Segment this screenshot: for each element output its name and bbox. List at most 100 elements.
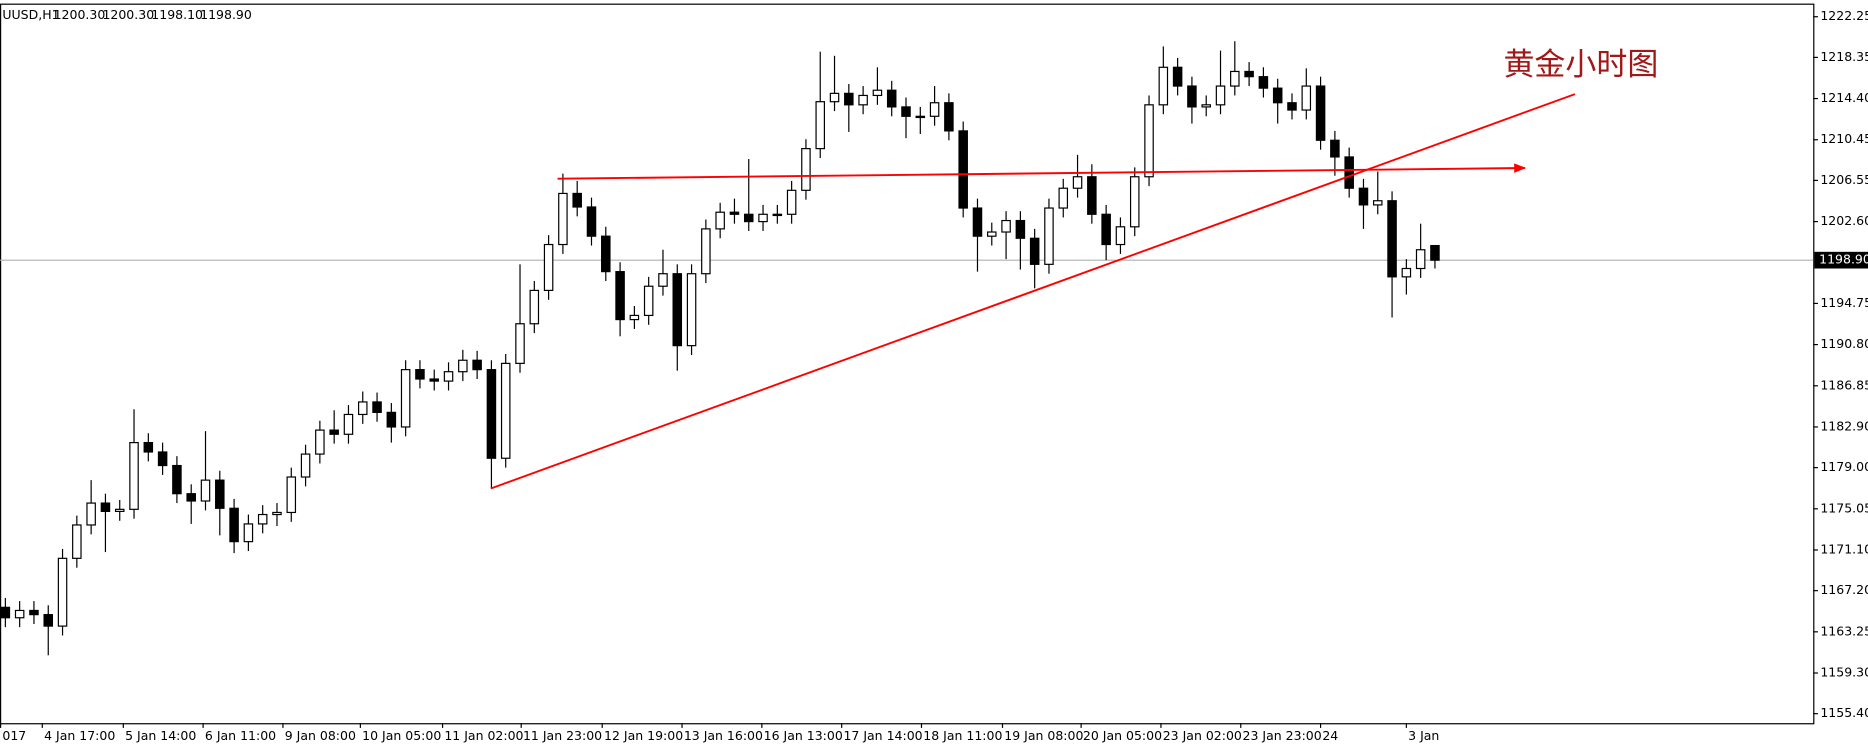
x-tick-label: 17 Jan 14:00 [843,728,922,743]
candle-body [1344,156,1354,189]
candle-body [443,371,454,382]
candle-body [1401,267,1412,278]
y-tick-label: 1179.00 [1820,459,1868,474]
candle-body [1001,219,1011,233]
candle-body [1101,213,1111,246]
candle-body [1115,226,1126,246]
candle-body [929,102,940,117]
candle-body [157,451,168,467]
candle-body [1044,207,1054,265]
y-tick-label: 1155.40 [1820,705,1868,720]
candle-body [686,273,697,347]
candle-body [615,271,625,321]
y-tick-label: 1194.75 [1820,295,1868,310]
symbol: UUSD,H1 [2,7,59,22]
candle-body [815,101,825,150]
candle-body [329,429,339,435]
candle-body [257,513,268,525]
candle-body [715,211,725,230]
candle-body [586,206,597,237]
candle-body [1187,85,1197,108]
candle-body [486,369,497,459]
y-tick-label: 1175.05 [1820,500,1868,515]
y-tick-label: 1210.45 [1820,131,1868,146]
candle-body [672,273,683,347]
candle-body [844,92,854,106]
x-tick-label: 16 Jan 13:00 [764,728,843,743]
candle-body [1387,200,1397,278]
candle-body [472,359,482,371]
x-tick-label: 18 Jan 11:00 [923,728,1002,743]
candle-body [415,369,425,380]
candle-body [100,502,111,513]
x-tick-label: 19 Jan 08:00 [1004,728,1083,743]
x-tick-label: 12 Jan 19:00 [604,728,683,743]
candle-body [701,228,711,275]
candle-body [286,476,297,514]
candle-body [1258,76,1269,89]
x-tick-label: 3 Jan [1408,728,1439,743]
candle-body [872,89,883,97]
candle-body [1244,70,1254,78]
candle-body [743,213,754,223]
candle-body [1315,85,1326,141]
candle-body [86,502,96,526]
candle-body [1015,219,1026,239]
x-tick-label: 11 Jan 23:00 [523,728,602,743]
candle-body [1330,139,1340,158]
header-open: 1200.30 [54,7,106,22]
candle-body [1358,187,1369,206]
candle-body [729,211,740,215]
candle-body [57,557,68,627]
candle-body [958,130,968,209]
candle-body [1287,102,1297,111]
candle-body [272,511,282,516]
candle-body [801,148,811,191]
x-tick-label: 23 Jan 02:00 [1163,728,1242,743]
candle-body [1373,200,1383,206]
candle-body [829,92,840,103]
y-tick-label: 1186.85 [1820,377,1868,392]
candle-body [243,523,254,543]
price-label: 1198.90 [1819,252,1868,267]
price-label-box [1814,251,1868,269]
candle-body [357,401,368,416]
y-tick-label: 1214.40 [1820,90,1868,105]
x-tick-label: 20 Jan 05:00 [1083,728,1162,743]
x-tick-label: 6 Jan 11:00 [205,728,276,743]
candle-body [558,192,568,246]
candle-body [300,453,311,478]
candle-body [1430,244,1440,261]
candle-body [143,442,154,453]
candle-body [1029,237,1040,265]
candle-body [658,273,668,287]
candle-body [944,102,954,132]
candle-body [529,289,540,325]
candle-body [772,213,783,217]
candle-body [601,235,611,273]
y-tick-label: 1190.80 [1820,336,1868,351]
candle-body [1072,176,1083,189]
candle-body [1215,85,1226,106]
candle-body [0,606,11,619]
y-tick-label: 1222.25 [1820,8,1868,23]
candle-body [1272,87,1283,104]
candle-body [343,413,354,435]
candle-body [14,609,25,619]
annotation: 黄金小时图 [1503,47,1658,83]
candle-body [543,243,554,291]
candle-body [886,89,897,108]
candle-body [29,609,39,616]
candle-body [229,507,239,543]
candle-body [1172,66,1183,87]
candle-body [172,464,182,495]
candle-body [1129,176,1140,228]
y-tick-label: 1206.55 [1820,172,1868,187]
candle-body [114,508,125,513]
header-low: 1198.10 [151,7,203,22]
candle-body [972,207,983,237]
candle-body [987,231,997,237]
candle-body [1144,104,1154,178]
x-tick-label: 10 Jan 05:00 [362,728,441,743]
candle-body [1230,70,1240,87]
